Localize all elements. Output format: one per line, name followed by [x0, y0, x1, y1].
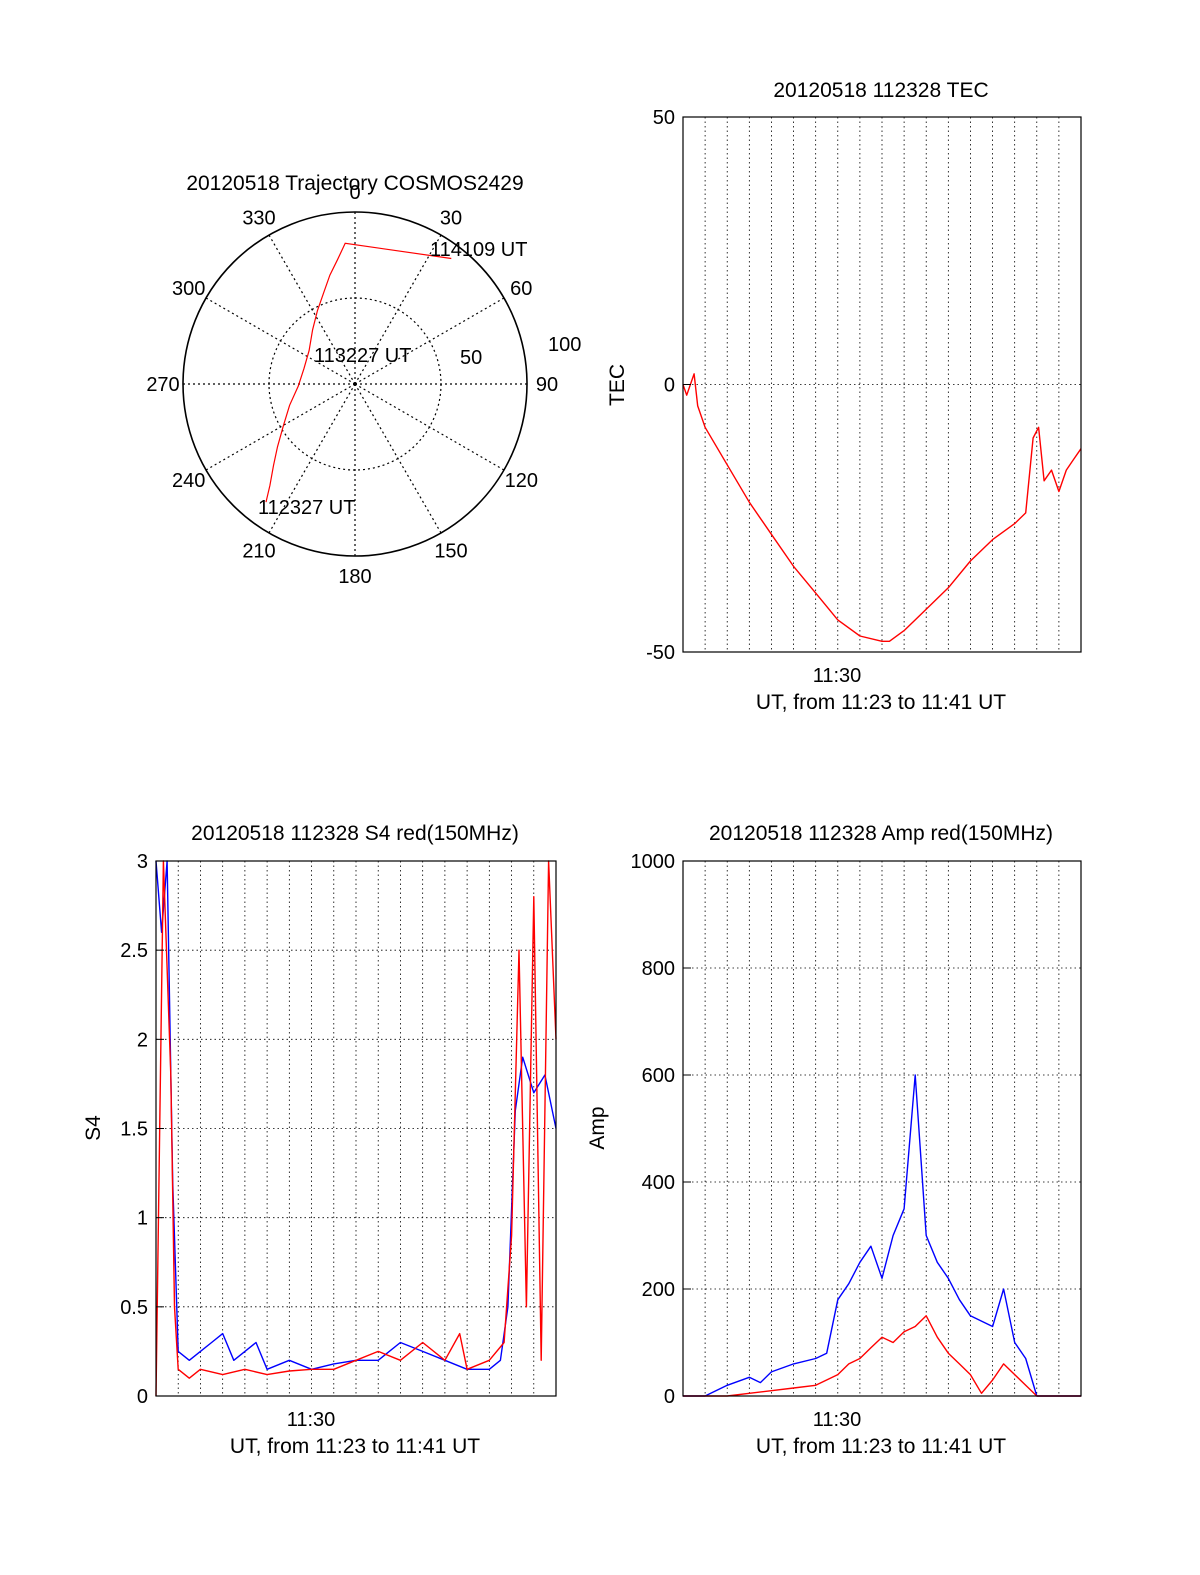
- y-tick-label: 200: [642, 1279, 675, 1301]
- s4-x-axis-label: UT, from 11:23 to 11:41 UT: [230, 1435, 480, 1458]
- amp-y-axis-label: Amp: [586, 1106, 609, 1149]
- tec-title: 20120518 112328 TEC: [773, 79, 988, 102]
- polar-angle-label: 180: [338, 566, 371, 588]
- trajectory-start-time: 112327 UT: [258, 497, 355, 519]
- s4-grid: [156, 861, 556, 1396]
- amp-x-axis-label: UT, from 11:23 to 11:41 UT: [756, 1435, 1006, 1458]
- tec-y-ticks: -50 0 50: [646, 107, 691, 664]
- amp-chart: 20120518 112328 Amp red(150MHz) 0 200 400 6…: [586, 822, 1082, 1458]
- polar-angle-label: 30: [440, 208, 462, 230]
- y-tick-label: 0: [664, 375, 675, 397]
- polar-angle-label: 90: [536, 374, 558, 396]
- trajectory-radial-labels: 50 100: [460, 334, 581, 369]
- s4-y-ticks: 0 0.5 1 1.5 2 2.5 3: [120, 851, 164, 1408]
- y-tick-label: 600: [642, 1065, 675, 1087]
- tec-series: [682, 373, 1082, 642]
- y-tick-label: 1.5: [120, 1119, 148, 1141]
- polar-spoke: [205, 297, 356, 385]
- polar-angle-label: 0: [349, 182, 360, 204]
- tec-x-axis-label: UT, from 11:23 to 11:41 UT: [756, 691, 1006, 714]
- polar-angle-label: 60: [510, 278, 532, 300]
- s4-series: [155, 860, 557, 1397]
- polar-spoke: [354, 234, 442, 385]
- s4-y-axis-label: S4: [82, 1115, 105, 1141]
- trajectory-end-time: 114109 UT: [430, 239, 527, 261]
- y-tick-label: 50: [653, 107, 675, 129]
- tec-grid: [683, 117, 1081, 652]
- polar-spoke: [354, 297, 505, 385]
- polar-angle-label: 210: [242, 540, 275, 562]
- polar-spoke: [205, 383, 356, 471]
- y-tick-label: 400: [642, 1172, 675, 1194]
- amp-series: [683, 1074, 1081, 1397]
- series-line: [155, 860, 557, 1397]
- polar-angle-label: 120: [505, 470, 538, 492]
- polar-angle-label: 330: [242, 208, 275, 230]
- series-line: [683, 1315, 1081, 1397]
- trajectory-annotations: 114109 UT 113227 UT 112327 UT: [258, 239, 527, 519]
- trajectory-title: 20120518 Trajectory COSMOS2429: [186, 172, 523, 195]
- tec-x-tick-label: 11:30: [813, 665, 862, 687]
- polar-spoke: [268, 383, 356, 534]
- polar-spoke: [354, 383, 442, 534]
- trajectory-line: [265, 242, 452, 503]
- trajectory-polar-plot: 20120518 Trajectory COSMOS2429 0 30 60 90 12…: [146, 172, 581, 588]
- tec-chart: 20120518 112328 TEC -50 0 50 11:30 UT, fro…: [606, 79, 1082, 714]
- series-line: [683, 1074, 1081, 1397]
- radial-tick-label: 100: [548, 334, 581, 356]
- amp-grid: [683, 861, 1081, 1396]
- y-tick-label: 0: [664, 1386, 675, 1408]
- y-tick-label: 0.5: [120, 1297, 148, 1319]
- y-tick-label: -50: [646, 642, 675, 664]
- trajectory-mid-time: 113227 UT: [314, 345, 411, 367]
- y-tick-label: 2.5: [120, 940, 148, 962]
- polar-spoke: [354, 383, 505, 471]
- s4-title: 20120518 112328 S4 red(150MHz): [191, 822, 519, 845]
- polar-angle-label: 270: [146, 374, 179, 396]
- series-line: [682, 373, 1082, 642]
- y-tick-label: 1000: [631, 851, 676, 873]
- polar-angle-label: 150: [434, 540, 467, 562]
- trajectory-series: [265, 242, 452, 503]
- s4-x-tick-label: 11:30: [287, 1409, 336, 1431]
- polar-angle-label: 300: [172, 278, 205, 300]
- y-tick-label: 1: [137, 1208, 148, 1230]
- trajectory-grid: [182, 211, 528, 557]
- trajectory-angle-labels: 0 30 60 90 120 150 180 210 240 270 300 330: [146, 182, 558, 588]
- amp-title: 20120518 112328 Amp red(150MHz): [709, 822, 1053, 845]
- polar-angle-label: 240: [172, 470, 205, 492]
- s4-chart: 20120518 112328 S4 red(150MHz) 0 0.5 1 1.5 2…: [82, 822, 557, 1458]
- amp-x-tick-label: 11:30: [813, 1409, 862, 1431]
- polar-spoke: [268, 234, 356, 385]
- y-tick-label: 800: [642, 958, 675, 980]
- tec-y-axis-label: TEC: [606, 364, 629, 406]
- amp-y-ticks: 0 200 400 600 800 1000: [631, 851, 691, 1408]
- y-tick-label: 3: [137, 851, 148, 873]
- amp-plot-frame: [682, 860, 1082, 1397]
- radial-tick-label: 50: [460, 347, 482, 369]
- y-tick-label: 2: [137, 1029, 148, 1051]
- y-tick-label: 0: [137, 1386, 148, 1408]
